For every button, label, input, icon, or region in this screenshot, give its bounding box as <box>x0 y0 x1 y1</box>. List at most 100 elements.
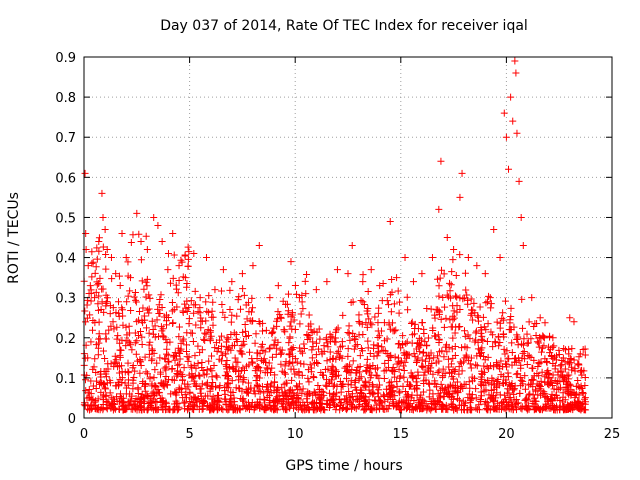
data-point <box>278 346 286 354</box>
data-point <box>365 315 373 323</box>
data-point <box>434 368 442 376</box>
data-point <box>289 359 297 367</box>
data-point <box>436 274 444 282</box>
data-point <box>545 381 553 389</box>
data-point <box>233 337 241 345</box>
data-point <box>458 344 466 352</box>
data-point <box>268 330 276 338</box>
data-point <box>305 311 313 319</box>
data-point <box>262 326 270 334</box>
data-point <box>139 304 147 312</box>
data-point <box>363 323 371 331</box>
data-point <box>555 346 563 354</box>
data-point <box>146 338 154 346</box>
data-point <box>249 317 257 325</box>
data-point <box>377 327 385 335</box>
data-point <box>196 294 204 302</box>
data-point <box>240 291 248 299</box>
data-point <box>506 316 514 324</box>
data-point <box>310 388 318 396</box>
data-point <box>350 345 358 353</box>
data-point <box>441 303 449 311</box>
data-point <box>417 341 425 349</box>
data-point <box>99 213 107 221</box>
data-point <box>435 348 443 356</box>
y-tick-label: 0.9 <box>55 51 76 66</box>
data-point <box>478 332 486 340</box>
data-point <box>283 406 291 414</box>
data-point <box>499 309 507 317</box>
data-point <box>506 394 514 402</box>
y-tick-label: 0.4 <box>55 252 76 267</box>
data-point <box>566 314 574 322</box>
data-point <box>502 404 510 412</box>
data-point <box>550 342 558 350</box>
data-point <box>355 311 363 319</box>
data-point <box>282 379 290 387</box>
data-point <box>419 388 427 396</box>
data-point <box>169 319 177 327</box>
data-point <box>168 376 176 384</box>
data-point <box>238 270 246 278</box>
data-point <box>162 363 170 371</box>
data-point <box>575 353 583 361</box>
data-point <box>488 374 496 382</box>
data-point <box>487 300 495 308</box>
data-point <box>98 189 106 197</box>
data-point <box>228 342 236 350</box>
data-point <box>231 354 239 362</box>
data-point <box>240 374 248 382</box>
data-point <box>243 389 251 397</box>
data-point <box>383 335 391 343</box>
data-point <box>252 330 260 338</box>
data-point <box>198 380 206 388</box>
data-point <box>398 357 406 365</box>
data-point <box>325 380 333 388</box>
data-point <box>222 361 230 369</box>
data-point <box>208 313 216 321</box>
data-point <box>550 385 558 393</box>
data-point <box>157 368 165 376</box>
data-point <box>392 326 400 334</box>
data-point <box>234 358 242 366</box>
data-point <box>158 238 166 246</box>
data-point <box>393 378 401 386</box>
data-point <box>184 406 192 414</box>
data-point <box>88 273 96 281</box>
data-point <box>107 360 115 368</box>
data-point <box>203 307 211 315</box>
data-point <box>428 254 436 262</box>
data-point <box>153 316 161 324</box>
data-point <box>212 339 220 347</box>
data-point <box>255 382 263 390</box>
data-point <box>197 317 205 325</box>
data-point <box>326 337 334 345</box>
data-point <box>334 324 342 332</box>
data-point <box>307 320 315 328</box>
data-point <box>497 371 505 379</box>
data-point <box>490 363 498 371</box>
data-point <box>318 387 326 395</box>
data-point <box>197 389 205 397</box>
data-point <box>137 256 145 264</box>
data-point <box>252 377 260 385</box>
data-point <box>206 387 214 395</box>
data-point <box>271 378 279 386</box>
data-point <box>87 338 95 346</box>
data-point <box>87 390 95 398</box>
data-point <box>553 406 561 414</box>
data-point <box>270 324 278 332</box>
data-point <box>505 165 513 173</box>
data-point <box>296 320 304 328</box>
data-point <box>310 327 318 335</box>
data-point <box>144 393 152 401</box>
data-point <box>440 270 448 278</box>
data-point <box>106 389 114 397</box>
data-point <box>409 406 417 414</box>
data-point <box>477 388 485 396</box>
data-point <box>429 326 437 334</box>
data-point <box>577 401 585 409</box>
data-point <box>151 322 159 330</box>
data-point <box>322 381 330 389</box>
data-point <box>344 328 352 336</box>
